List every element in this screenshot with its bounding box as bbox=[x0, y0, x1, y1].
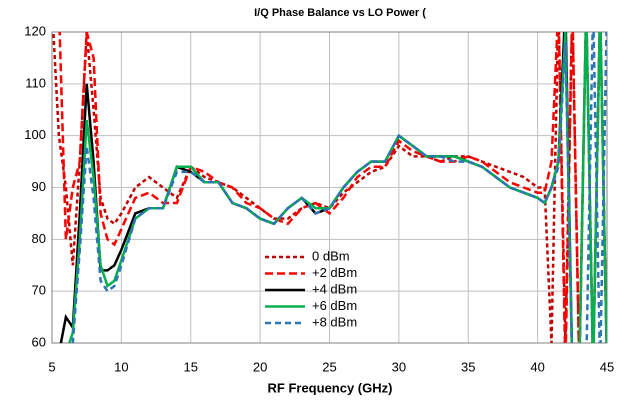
x-tick-label: 30 bbox=[392, 359, 406, 374]
x-tick-label: 35 bbox=[461, 359, 475, 374]
plot-frame bbox=[51, 31, 608, 344]
chart-title: I/Q Phase Balance vs LO Power ( bbox=[254, 7, 426, 19]
x-tick-label: 45 bbox=[600, 359, 614, 374]
series-line bbox=[68, 32, 607, 343]
legend-label: +2 dBm bbox=[312, 265, 357, 280]
x-tick-label: 15 bbox=[184, 359, 198, 374]
y-tick-label: 110 bbox=[25, 75, 46, 90]
x-tick-label: 40 bbox=[530, 359, 544, 374]
y-tick-label: 100 bbox=[24, 127, 46, 142]
legend-label: 0 dBm bbox=[312, 248, 350, 263]
y-tick-label: 120 bbox=[24, 23, 46, 38]
y-tick-label: 80 bbox=[32, 231, 46, 246]
y-tick-label: 90 bbox=[32, 179, 46, 194]
legend-label: +4 dBm bbox=[312, 281, 357, 296]
x-axis-label: RF Frequency (GHz) bbox=[268, 380, 393, 395]
y-tick-label: 70 bbox=[32, 283, 46, 298]
series-line bbox=[58, 32, 607, 343]
x-tick-label: 5 bbox=[48, 359, 55, 374]
x-tick-label: 10 bbox=[114, 359, 128, 374]
y-tick-label: 60 bbox=[32, 334, 46, 349]
x-tick-label: 25 bbox=[322, 359, 336, 374]
legend-label: +6 dBm bbox=[312, 298, 357, 313]
legend-label: +8 dBm bbox=[312, 314, 357, 329]
x-tick-label: 20 bbox=[253, 359, 267, 374]
